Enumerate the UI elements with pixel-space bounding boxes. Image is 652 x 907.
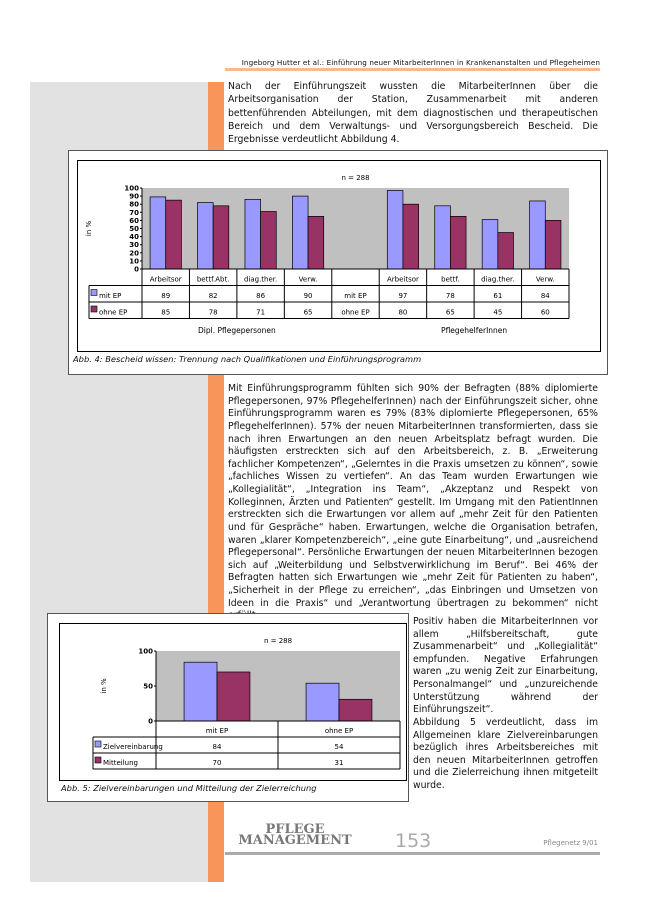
data-value: 54 — [335, 743, 344, 751]
category-label: ohne EP — [325, 727, 353, 735]
figure-4: n = 288 in % 0 10 20 30 40 50 60 70 80 90 100 Arbeits… — [68, 150, 608, 375]
data-value: 84 — [541, 292, 550, 300]
legend-swatch — [94, 756, 102, 764]
bar-mit-ep — [149, 196, 167, 270]
category-label: Verw. — [536, 276, 555, 284]
data-value: 31 — [335, 759, 344, 767]
data-value: 84 — [213, 743, 222, 751]
legend-swatch — [90, 305, 98, 313]
bar-mit-ep — [292, 195, 309, 270]
figure-5-caption: Abb. 5: Zielvereinbarungen und Mitteilun… — [61, 783, 317, 793]
paragraph-results: Mit Einführungsprogramm fühlten sich 90%… — [228, 383, 598, 623]
group-label: Dipl. Pflegepersonen — [198, 326, 276, 335]
chart-title: n = 288 — [264, 637, 292, 645]
data-value: 78 — [446, 292, 455, 300]
y-tick-label: 30 — [129, 241, 139, 249]
y-axis-label: in % — [85, 221, 93, 237]
footer-rule — [225, 852, 600, 855]
data-value: 80 — [398, 309, 407, 317]
legend-label: Mitteilung — [103, 759, 138, 767]
data-value: 89 — [161, 292, 170, 300]
y-tick-label: 80 — [129, 201, 139, 209]
chart-title: n = 288 — [341, 174, 369, 182]
data-value: 85 — [161, 309, 170, 317]
bar-zielvereinbarung — [183, 661, 218, 722]
bar-ohne-ep — [165, 199, 182, 270]
figure-4-caption: Abb. 4: Bescheid wissen: Trennung nach Q… — [73, 354, 422, 364]
y-tick-label: 40 — [129, 233, 139, 241]
bar-mit-ep — [481, 219, 499, 270]
paragraph-results-text: Mit Einführungsprogramm fühlten sich 90%… — [228, 383, 598, 621]
chart-5: n = 288 in % 0 50 100 mit EP 84 70 ohne EP 54 31 Zi… — [92, 637, 401, 770]
bar-zielvereinbarung — [305, 682, 340, 722]
issue-label: Pflegenetz 9/01 — [543, 839, 598, 847]
data-value: 45 — [493, 309, 502, 317]
bar-ohne-ep — [212, 205, 230, 270]
bar-ohne-ep — [497, 232, 514, 270]
running-header: Ingeborg Hutter et al.: Einführung neuer… — [225, 58, 600, 71]
legend-label: ohne EP — [99, 309, 127, 317]
legend-label: mit EP — [99, 292, 121, 300]
category-label: bettf.Abt. — [197, 276, 230, 284]
data-value: 65 — [446, 309, 455, 317]
paragraph-intro: Nach der Einführungszeit wussten die Mit… — [228, 81, 598, 146]
footer: PFLEGE MANAGEMENT 153 Pflegenetz 9/01 — [225, 822, 600, 858]
data-value: 65 — [304, 309, 313, 317]
y-tick-label: 60 — [129, 217, 139, 225]
bar-ohne-ep — [260, 211, 277, 270]
y-tick-label: 10 — [129, 257, 139, 265]
paragraph-positive: Positiv haben die MitarbeiterInnen vor a… — [413, 616, 598, 716]
bar-mit-ep — [434, 205, 451, 270]
y-tick-label: 0 — [148, 718, 153, 726]
y-tick-label: 20 — [129, 249, 139, 257]
category-label: Verw. — [299, 276, 318, 284]
category-label: diag.ther. — [481, 276, 514, 284]
y-tick-label: 0 — [134, 266, 139, 274]
legend-swatch — [90, 289, 98, 296]
figure-5: n = 288 in % 0 50 100 mit EP 84 70 ohne EP 54 31 Zi… — [47, 613, 409, 802]
bar-ohne-ep — [544, 220, 562, 270]
data-value: 97 — [398, 292, 407, 300]
bar-ohne-ep — [402, 203, 419, 270]
y-tick-label: 50 — [143, 683, 153, 691]
legend-label: Zielvereinbarung — [103, 743, 163, 751]
bar-mit-ep — [529, 200, 546, 270]
category-label: Arbeitsor — [387, 276, 419, 284]
page-number: 153 — [395, 830, 432, 852]
paragraph-figure5: Abbildung 5 verdeutlicht, dass im Allgem… — [413, 717, 598, 791]
bar-mitteilung — [338, 698, 373, 722]
bar-mit-ep — [197, 202, 214, 270]
series-label: mit EP — [344, 292, 366, 300]
category-label: mit EP — [206, 727, 228, 735]
y-axis-label: in % — [100, 678, 108, 694]
y-tick-label: 50 — [129, 225, 139, 233]
bar-mit-ep — [244, 198, 261, 270]
data-value: 86 — [256, 292, 265, 300]
series-label: ohne EP — [341, 309, 369, 317]
data-value: 60 — [541, 309, 550, 317]
bar-ohne-ep — [450, 215, 467, 270]
data-value: 90 — [304, 292, 313, 300]
data-value: 70 — [213, 759, 222, 767]
bar-mitteilung — [216, 671, 251, 722]
y-tick-label: 70 — [129, 209, 139, 217]
y-tick-label: 100 — [138, 648, 153, 656]
legend-swatch — [94, 740, 102, 748]
bar-mit-ep — [386, 190, 404, 270]
category-label: bettf. — [441, 276, 459, 284]
bar-ohne-ep — [307, 215, 325, 270]
data-value: 61 — [493, 292, 502, 300]
category-label: Arbeitsor — [150, 276, 182, 284]
data-value: 71 — [256, 309, 265, 317]
group-label: PflegehelferInnen — [441, 326, 507, 335]
y-tick-label: 100 — [124, 185, 139, 193]
data-value: 78 — [209, 309, 218, 317]
category-label: diag.ther. — [244, 276, 277, 284]
y-tick-label: 90 — [129, 193, 139, 201]
pflege-management-logo: PFLEGE MANAGEMENT — [238, 822, 352, 848]
data-value: 82 — [209, 292, 218, 300]
